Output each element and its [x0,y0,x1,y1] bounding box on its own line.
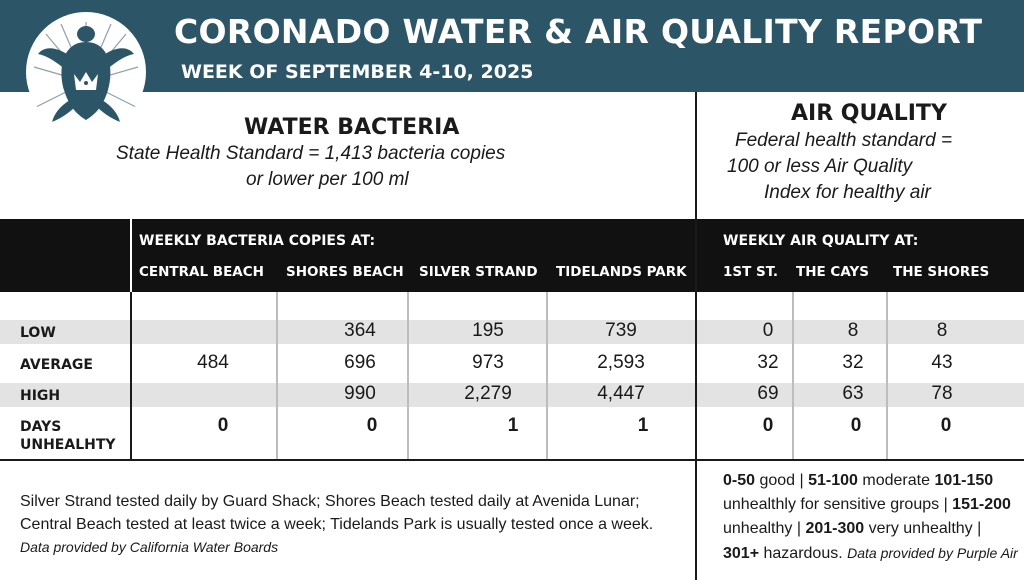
table-cell: 1 [507,415,519,436]
header-banner: CORONADO WATER & AIR QUALITY REPORT WEEK… [0,0,1024,92]
table-left-divider [130,292,132,460]
water-bar-label: WEEKLY BACTERIA COPIES AT: [139,233,376,249]
aqi-range-label: good | [759,472,809,489]
column-header-bar [0,219,1024,292]
row-label-average: AVERAGE [20,357,93,373]
gridline [546,292,548,460]
table-cell: 8 [936,320,948,341]
air-standard-line1: Federal health standard = [735,130,953,151]
table-cell: 484 [197,352,229,373]
aqi-range: 0-50 [723,472,756,489]
row-band-high [0,383,1024,407]
aqi-range-label: very unhealthy | [868,520,982,537]
aqi-range: 201-300 [805,520,865,537]
air-data-source: Data provided by Purple Air [847,545,1018,561]
table-cell: 696 [344,352,376,373]
table-cell: 0 [940,415,952,436]
row-label-high: HIGH [20,388,61,404]
table-cell: 2,279 [464,383,512,404]
table-cell: 0 [366,415,378,436]
aqi-range-label: hazardous. [763,545,843,562]
table-cell: 0 [850,415,862,436]
report-title: CORONADO WATER & AIR QUALITY REPORT [174,12,983,51]
report-week: WEEK OF SEPTEMBER 4-10, 2025 [181,61,534,83]
table-cell: 990 [344,383,376,404]
col-the-cays: THE CAYS [796,264,869,280]
col-central-beach: CENTRAL BEACH [139,264,264,280]
aqi-range-label: unhealthly for sensitive groups | [723,496,953,513]
table-cell: 43 [931,352,953,373]
air-standard-line3: Index for healthy air [764,182,931,203]
water-footnote: Silver Strand tested daily by Guard Shac… [20,491,680,560]
table-cell: 63 [842,383,864,404]
col-the-shores: THE SHORES [893,264,990,280]
table-cell: 4,447 [597,383,645,404]
table-cell: 8 [847,320,859,341]
table-cell: 973 [472,352,504,373]
table-cell: 0 [762,320,774,341]
row-label-unhealthy: UNHEALHTY [20,437,116,453]
air-bar-label: WEEKLY AIR QUALITY AT: [723,233,919,249]
water-data-source: Data provided by California Water Boards [20,539,279,555]
aqi-legend: 0-50 good | 51-100 moderate 101-150 unhe… [723,469,1018,566]
gridline [276,292,278,460]
table-cell: 0 [762,415,774,436]
air-standard-line2: 100 or less Air Quality [727,156,913,177]
table-cell: 364 [344,320,376,341]
water-bacteria-heading: WATER BACTERIA [244,115,460,140]
air-quality-heading: AIR QUALITY [791,101,947,126]
gridline [792,292,794,460]
row-label-low: LOW [20,325,56,341]
table-cell: 0 [217,415,229,436]
aqi-range: 151-200 [952,496,1011,513]
aqi-range-label: unhealthy | [723,520,806,537]
row-label-days: DAYS [20,419,62,435]
aqi-range-label: moderate [862,472,930,489]
aqi-range: 301+ [723,545,760,562]
col-1st-st: 1ST ST. [723,264,779,280]
section-divider [695,92,697,580]
gridline [407,292,409,460]
col-tidelands-park: TIDELANDS PARK [556,264,687,280]
column-divider [130,219,132,292]
water-standard-line2: or lower per 100 ml [246,169,409,190]
table-cell: 78 [931,383,953,404]
table-bottom-rule [0,459,1024,461]
aqi-range: 51-100 [808,472,858,489]
sea-turtle-crown-icon [26,12,146,132]
col-shores-beach: SHORES BEACH [286,264,404,280]
table-cell: 69 [757,383,779,404]
table-cell: 32 [842,352,864,373]
table-cell: 32 [757,352,779,373]
water-standard-line1: State Health Standard = 1,413 bacteria c… [116,143,506,164]
gridline [886,292,888,460]
table-cell: 2,593 [597,352,645,373]
table-cell: 739 [605,320,637,341]
aqi-range: 101-150 [934,472,994,489]
col-silver-strand: SILVER STRAND [419,264,538,280]
row-band-low [0,320,1024,344]
table-cell: 195 [472,320,504,341]
water-footnote-text: Silver Strand tested daily by Guard Shac… [20,493,654,533]
table-cell: 1 [637,415,649,436]
